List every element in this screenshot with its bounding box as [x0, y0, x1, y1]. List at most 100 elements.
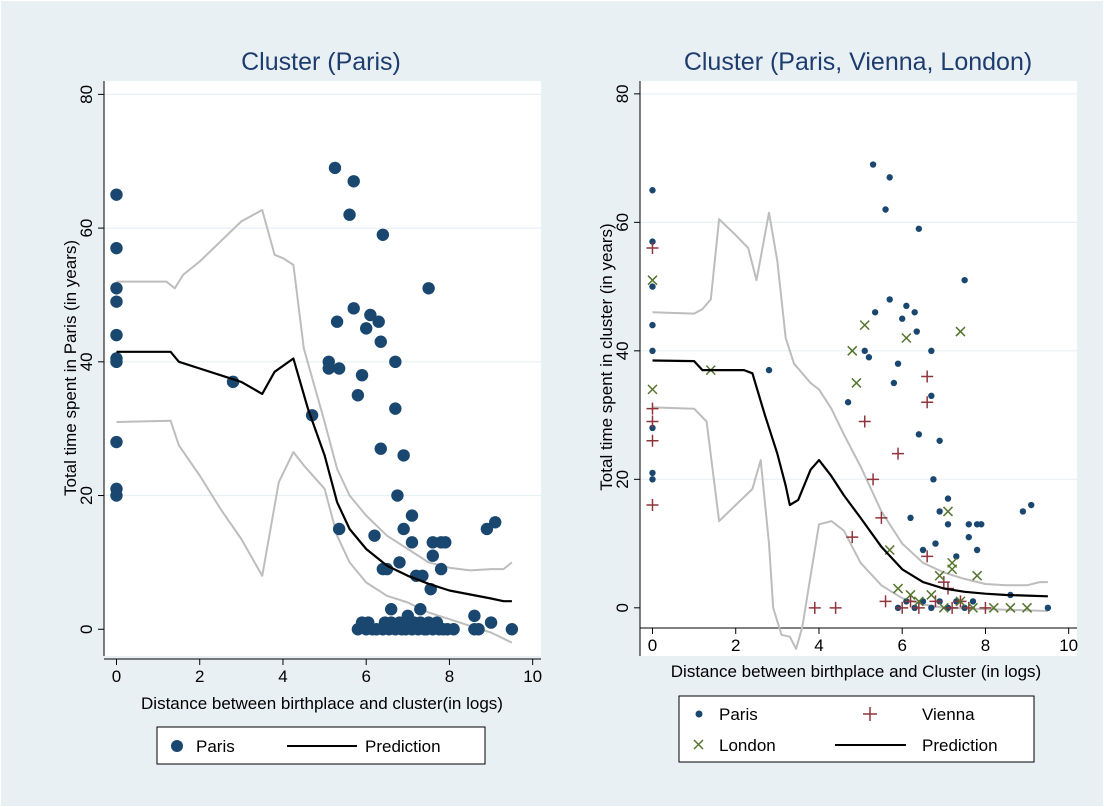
x-tick-label: 0	[648, 636, 657, 655]
data-point-london	[905, 589, 916, 600]
data-point-paris	[969, 598, 977, 605]
data-point-paris	[915, 225, 923, 232]
legend-marker-vienna	[863, 707, 877, 721]
data-point-paris	[944, 521, 952, 528]
data-point-vienna	[979, 601, 992, 614]
y-tick-label: 0	[613, 603, 632, 612]
data-point-paris	[871, 309, 879, 316]
data-point-vienna	[921, 370, 934, 383]
confidence-bands	[116, 209, 513, 644]
data-point-paris	[364, 308, 377, 322]
data-point-london	[947, 557, 958, 568]
data-point-paris	[384, 602, 398, 616]
data-point-vienna	[646, 499, 659, 512]
data-point-vienna	[892, 447, 905, 460]
legend-marker-london	[693, 739, 704, 750]
data-point-paris	[936, 437, 943, 444]
data-point-paris	[928, 347, 935, 355]
data-point-paris	[439, 536, 452, 549]
x-tick-label: 6	[361, 667, 370, 686]
data-point-paris	[330, 315, 344, 328]
legend: Paris Vienna London Prediction	[678, 695, 1035, 763]
data-point-paris	[110, 355, 123, 369]
x-tick-label: 2	[195, 667, 204, 686]
data-point-paris	[393, 556, 406, 569]
data-point-paris	[913, 328, 920, 335]
data-point-london	[647, 275, 658, 286]
x-tick-label: 6	[897, 636, 906, 655]
grid	[104, 93, 541, 497]
data-point-paris	[489, 516, 502, 529]
x-axis-label: Distance between birthplace and Cluster …	[671, 662, 1041, 681]
data-point-paris	[405, 509, 419, 522]
data-point-london	[926, 589, 937, 600]
data-point-paris	[405, 536, 419, 549]
data-point-london	[1005, 602, 1016, 613]
x-axis: 0 2 4 6 8 10	[104, 658, 542, 686]
data-point-london	[893, 583, 904, 594]
data-point-london	[851, 377, 862, 388]
data-point-paris	[505, 623, 519, 636]
data-point-london	[847, 345, 858, 356]
y-tick-label: 20	[77, 486, 96, 505]
data-point-paris	[919, 546, 927, 554]
chart-title: Cluster (Paris, Vienna, London)	[684, 48, 1032, 76]
data-point-paris	[110, 241, 123, 255]
y-tick-label: 20	[613, 470, 632, 489]
x-axis-label: Distance between birthplace and cluster(…	[141, 694, 503, 713]
scatter-points	[110, 161, 519, 636]
data-point-paris	[649, 347, 656, 355]
y-tick-label: 80	[613, 84, 632, 103]
x-tick-label: 4	[814, 636, 823, 655]
data-point-paris	[414, 602, 427, 616]
data-point-paris	[368, 529, 381, 542]
panel-cluster: Cluster (Paris, Vienna, London) 02040608…	[597, 48, 1078, 763]
data-point-paris	[649, 476, 656, 483]
x-tick-label: 10	[523, 667, 542, 686]
data-point-london	[972, 570, 983, 581]
data-point-paris	[944, 495, 952, 502]
y-tick-label: 40	[77, 352, 96, 371]
data-point-paris	[372, 315, 385, 328]
data-point-paris	[930, 476, 937, 483]
data-point-london	[934, 570, 945, 581]
legend-label-prediction: Prediction	[365, 737, 441, 756]
data-point-paris	[903, 302, 910, 310]
x-tick-label: 0	[112, 667, 121, 686]
y-tick-label: 0	[77, 625, 96, 634]
ci-band-upper	[116, 209, 513, 572]
data-point-paris	[416, 569, 429, 582]
data-point-paris	[332, 362, 346, 375]
data-point-vienna	[858, 415, 871, 428]
data-point-paris	[1044, 604, 1052, 612]
data-point-london	[901, 332, 912, 344]
legend-label-prediction: Prediction	[922, 736, 998, 755]
y-axis-label: Total time spent in cluster (in years)	[597, 223, 616, 490]
plot-area	[104, 81, 541, 656]
data-point-vienna	[921, 396, 934, 409]
data-point-paris	[882, 206, 889, 213]
data-point-paris	[328, 161, 342, 175]
data-point-london	[1022, 602, 1033, 613]
data-point-london	[647, 384, 658, 395]
data-point-paris	[894, 360, 902, 367]
data-point-paris	[374, 442, 387, 455]
data-point-paris	[332, 522, 346, 536]
y-tick-label: 40	[613, 341, 632, 360]
x-tick-label: 10	[1059, 636, 1078, 655]
data-point-paris	[397, 522, 410, 536]
legend-label-london: London	[719, 736, 776, 755]
data-point-paris	[360, 322, 373, 335]
ci-band-upper	[652, 211, 1048, 587]
data-point-paris	[861, 347, 868, 355]
legend-marker-paris	[695, 710, 703, 718]
data-point-vienna	[937, 576, 950, 589]
data-point-paris	[110, 328, 123, 342]
legend-marker-paris	[171, 740, 183, 752]
data-point-london	[942, 506, 954, 517]
data-point-vienna	[896, 601, 909, 614]
data-point-paris	[936, 508, 943, 515]
data-point-paris	[915, 431, 923, 438]
data-point-vienna	[912, 601, 925, 614]
